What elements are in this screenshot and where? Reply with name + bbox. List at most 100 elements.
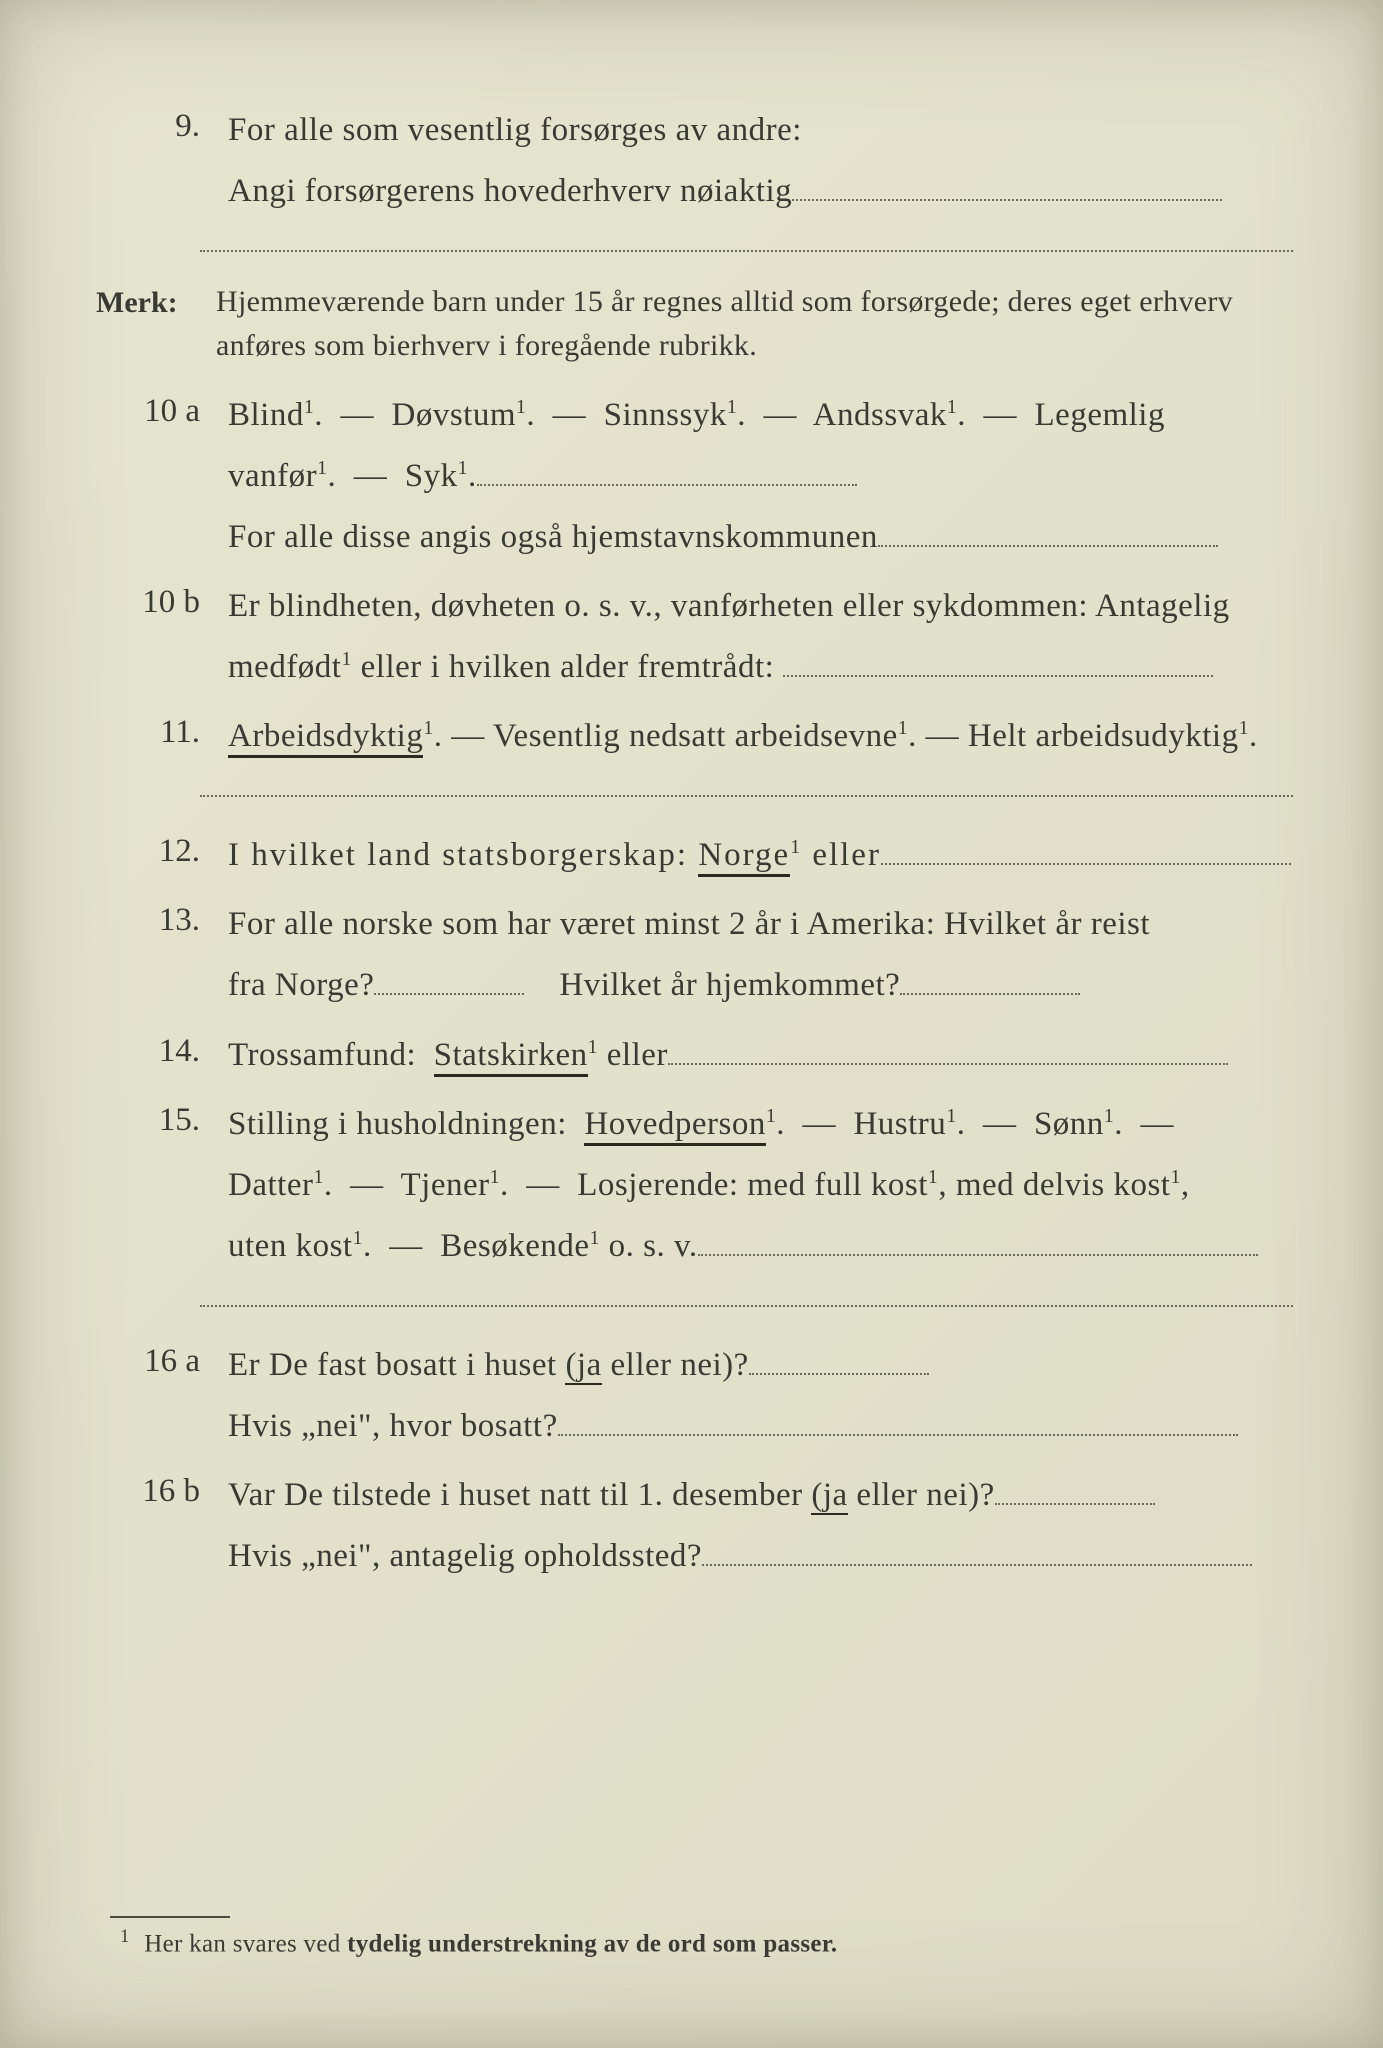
question-10a: 10 a Blind1. — Døvstum1. — Sinnssyk1. — … [90,385,1293,568]
q12-pre: I hvilket land statsborgerskap: [228,837,688,873]
q10b-body: Er blindheten, døvheten o. s. v., vanfør… [228,576,1293,698]
q13-line1: For alle norske som har været minst 2 år… [228,906,1150,942]
q16a-line1a: Er De fast bosatt i huset [228,1347,565,1383]
fill-line[interactable] [881,834,1291,866]
q15-losjerende: Losjerende: med full kost [577,1167,928,1203]
q9-body: For alle som vesentlig forsørges av andr… [228,100,1293,222]
q15-number: 15. [90,1094,228,1147]
q14-pre: Trossamfund: [228,1037,416,1073]
divider [200,250,1293,252]
q16a-number: 16 a [90,1335,228,1388]
question-12: 12. I hvilket land statsborgerskap: Norg… [90,825,1293,886]
divider [200,795,1293,797]
question-16b: 16 b Var De tilstede i huset natt til 1.… [90,1465,1293,1587]
fill-line[interactable] [878,516,1218,548]
q15-hovedperson: Hovedperson [584,1106,765,1146]
q10b-line2b: eller i hvilken alder fremtrådt: [352,649,774,685]
q13-body: For alle norske som har været minst 2 år… [228,894,1293,1016]
q15-utenkost: uten kost [228,1228,353,1264]
q10a-line3: For alle disse angis også hjemstavnskomm… [228,519,878,555]
q15-delvis: med delvis kost [947,1167,1170,1203]
question-13: 13. For alle norske som har været minst … [90,894,1293,1016]
note-merk: Merk: Hjemmeværende barn under 15 år reg… [90,280,1293,367]
q10a-opt-andssvak: Andssvak [813,397,947,433]
question-15: 15. Stilling i husholdningen: Hovedperso… [90,1094,1293,1277]
fill-line[interactable] [783,646,1213,678]
fill-line[interactable] [900,964,1080,996]
q16b-ja: (ja [811,1477,847,1515]
q11-body: Arbeidsdyktig1. — Vesentlig nedsatt arbe… [228,706,1293,767]
q15-osv: o. s. v. [600,1228,698,1264]
footnote-number: 1 [120,1926,130,1947]
q9-line2: Angi forsørgerens hovederhverv nøiaktig [228,173,792,209]
q14-post: eller [598,1037,668,1073]
question-16a: 16 a Er De fast bosatt i huset (ja eller… [90,1335,1293,1457]
fill-line[interactable] [374,964,524,996]
q15-hustru: Hustru [853,1106,946,1142]
q16a-body: Er De fast bosatt i huset (ja eller nei)… [228,1335,1293,1457]
q16a-line2: Hvis „nei", hvor bosatt? [228,1408,558,1444]
question-14: 14. Trossamfund: Statskirken1 eller [90,1025,1293,1086]
q10a-body: Blind1. — Døvstum1. — Sinnssyk1. — Andss… [228,385,1293,568]
q12-number: 12. [90,825,228,878]
q9-line1: For alle som vesentlig forsørges av andr… [228,112,802,148]
q11-helt: Helt arbeidsudyktig [968,718,1239,754]
q15-body: Stilling i husholdningen: Hovedperson1. … [228,1094,1293,1277]
q13-fra: fra Norge? [228,967,374,1003]
footnote-rule [110,1916,230,1918]
fill-line[interactable] [477,454,857,486]
q16b-line1a: Var De tilstede i huset natt til 1. dese… [228,1477,811,1513]
footnote-area: 1 Her kan svares ved tydelig understrekn… [60,1916,1293,1958]
q11-number: 11. [90,706,228,759]
q15-pre: Stilling i husholdningen: [228,1106,567,1142]
q16b-line1b: eller nei)? [848,1477,995,1513]
q14-body: Trossamfund: Statskirken1 eller [228,1025,1293,1086]
q10a-opt-sinnssyk: Sinnssyk [604,397,727,433]
fill-line[interactable] [668,1033,1228,1065]
q15-tjener: Tjener [401,1167,490,1203]
q15-besokende: Besøkende [440,1228,589,1264]
fill-line[interactable] [558,1404,1238,1436]
q12-post: eller [802,837,881,873]
q16b-number: 16 b [90,1465,228,1518]
question-11: 11. Arbeidsdyktig1. — Vesentlig nedsatt … [90,706,1293,767]
fill-line[interactable] [792,169,1222,201]
q13-number: 13. [90,894,228,947]
q10a-vanfor: vanfør [228,458,317,494]
q16a-line1b: eller nei)? [602,1347,749,1383]
fill-line[interactable] [995,1473,1155,1505]
q12-body: I hvilket land statsborgerskap: Norge1 e… [228,825,1293,886]
q12-norge: Norge [698,837,790,877]
q16b-line2: Hvis „nei", antagelig opholdssted? [228,1538,702,1574]
question-9: 9. For alle som vesentlig forsørges av a… [90,100,1293,222]
footnote-1: 1 Her kan svares ved tydelig understrekn… [120,1926,1293,1958]
q15-sonn: Sønn [1034,1106,1104,1142]
q10b-line1: Er blindheten, døvheten o. s. v., vanfør… [228,588,1230,624]
footnote-bold: tydelig understrekning av de ord som pas… [347,1930,837,1957]
q10a-opt-dovstum: Døvstum [392,397,517,433]
q11-mid: Vesentlig nedsatt arbeidsevne [493,718,898,754]
fill-line[interactable] [698,1224,1258,1256]
q10b-medfodt: medfødt [228,649,341,685]
q11-arbeidsdyktig: Arbeidsdyktig [228,718,423,758]
q10a-opt-blind: Blind [228,397,304,433]
q9-number: 9. [90,100,228,153]
fill-line[interactable] [749,1343,929,1375]
q10a-number: 10 a [90,385,228,438]
q14-statskirken: Statskirken [434,1037,588,1077]
divider [200,1305,1293,1307]
q16a-ja: (ja [565,1347,601,1385]
q13-hjem: Hvilket år hjemkommet? [559,967,900,1003]
census-form-page: 9. For alle som vesentlig forsørges av a… [0,0,1383,2048]
q10a-syk: Syk [405,458,458,494]
question-10b: 10 b Er blindheten, døvheten o. s. v., v… [90,576,1293,698]
q14-number: 14. [90,1025,228,1078]
q10a-opt-legemlig: Legemlig [1035,397,1165,433]
q10b-number: 10 b [90,576,228,629]
q15-datter: Datter [228,1167,313,1203]
merk-text: Hjemmeværende barn under 15 år regnes al… [216,280,1293,367]
merk-label: Merk: [90,280,216,325]
q16b-body: Var De tilstede i huset natt til 1. dese… [228,1465,1293,1587]
footnote-plain: Her kan svares ved [144,1930,347,1957]
fill-line[interactable] [702,1534,1252,1566]
